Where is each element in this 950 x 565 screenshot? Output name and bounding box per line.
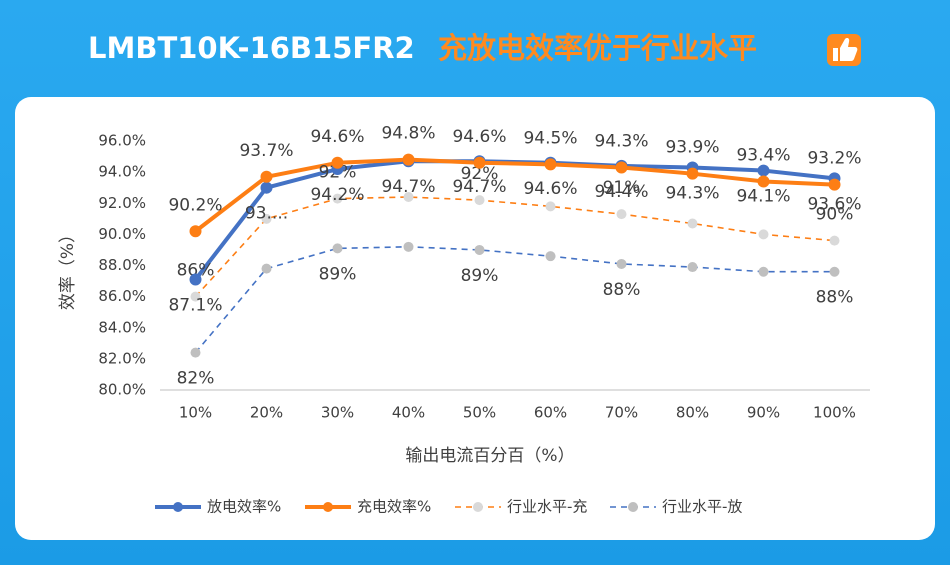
data-label: 94.4%	[594, 182, 648, 202]
marker	[261, 263, 272, 274]
data-label: 94.2%	[310, 185, 364, 205]
marker	[687, 218, 698, 229]
data-label: 94.5%	[523, 128, 577, 148]
x-axis-label: 输出电流百分百（%）	[405, 446, 574, 466]
data-label: 86%	[177, 261, 215, 281]
marker	[260, 181, 273, 194]
y-tick-label: 84.0%	[98, 318, 146, 336]
marker	[758, 266, 769, 277]
marker	[757, 175, 770, 188]
y-tick-label: 96.0%	[98, 132, 146, 150]
data-label: 94.6%	[452, 127, 506, 147]
marker	[687, 262, 698, 273]
marker	[828, 178, 841, 191]
data-label: 93....	[245, 204, 288, 224]
legend-marker	[628, 502, 638, 512]
data-label: 94.7%	[452, 177, 506, 197]
marker	[545, 251, 556, 262]
series-line	[194, 157, 835, 233]
chart-title-highlight: 充放电效率优于行业水平	[438, 31, 757, 65]
marker	[403, 241, 414, 252]
legend-label: 充电效率%	[357, 498, 431, 516]
data-label: 94.8%	[381, 124, 435, 144]
legend-marker	[473, 502, 483, 512]
y-tick-label: 80.0%	[98, 381, 146, 399]
legend-marker	[173, 502, 183, 512]
data-label: 93.2%	[807, 149, 861, 169]
data-label: 93.4%	[736, 145, 790, 165]
y-tick-label: 82.0%	[98, 349, 146, 367]
y-tick-label: 94.0%	[98, 163, 146, 181]
y-tick-label: 92.0%	[98, 194, 146, 212]
marker	[190, 347, 201, 358]
marker	[545, 201, 556, 212]
card	[15, 97, 935, 540]
data-label: 94.6%	[310, 127, 364, 147]
x-tick-label: 40%	[392, 404, 425, 422]
data-label: 94.1%	[736, 187, 790, 207]
x-tick-label: 30%	[321, 404, 354, 422]
data-label: 93.9%	[665, 138, 719, 158]
data-label: 90%	[816, 205, 854, 225]
x-tick-label: 50%	[463, 404, 496, 422]
data-label: 89%	[319, 264, 357, 284]
marker	[544, 158, 557, 171]
data-label: 94.3%	[665, 183, 719, 203]
x-tick-label: 100%	[813, 404, 856, 422]
data-label: 92%	[461, 164, 499, 184]
y-tick-label: 88.0%	[98, 256, 146, 274]
data-label: 89%	[461, 266, 499, 286]
marker	[331, 156, 344, 169]
marker	[189, 273, 202, 286]
marker	[190, 291, 201, 302]
legend-label: 行业水平-放	[662, 498, 742, 516]
marker	[474, 195, 485, 206]
marker	[260, 170, 273, 183]
data-label: 87.1%	[168, 296, 222, 316]
marker	[332, 193, 343, 204]
marker	[402, 153, 415, 166]
data-label: 94.6%	[523, 179, 577, 199]
x-tick-label: 10%	[179, 404, 212, 422]
x-tick-label: 80%	[676, 404, 709, 422]
marker	[261, 213, 272, 224]
marker	[473, 156, 486, 169]
thumb-icon	[827, 34, 861, 66]
marker	[757, 164, 770, 177]
x-tick-label: 90%	[747, 404, 780, 422]
x-tick-label: 20%	[250, 404, 283, 422]
y-axis-label: 效率（%）	[58, 226, 78, 310]
legend-label: 行业水平-充	[507, 498, 587, 516]
data-label: 91%	[603, 178, 641, 198]
marker	[189, 225, 202, 238]
data-label: 93.7%	[239, 141, 293, 161]
x-tick-label: 60%	[534, 404, 567, 422]
marker	[829, 235, 840, 246]
marker	[758, 229, 769, 240]
series-line	[194, 196, 835, 298]
marker	[332, 243, 343, 254]
data-label: 82%	[177, 369, 215, 389]
y-tick-label: 86.0%	[98, 287, 146, 305]
chart-title: LMBT10K-16B15FR2	[88, 31, 415, 65]
marker	[616, 209, 627, 220]
data-label: 94.7%	[381, 177, 435, 197]
marker	[615, 161, 628, 174]
legend-marker	[323, 502, 333, 512]
data-label: 88%	[816, 288, 854, 308]
data-label: 94.3%	[594, 131, 648, 151]
marker	[474, 244, 485, 255]
data-label: 93.6%	[807, 194, 861, 214]
marker	[686, 167, 699, 180]
series-line	[194, 246, 835, 354]
y-tick-label: 90.0%	[98, 225, 146, 243]
data-label: 90.2%	[168, 195, 222, 215]
marker	[829, 266, 840, 277]
legend-label: 放电效率%	[207, 498, 281, 516]
x-tick-label: 70%	[605, 404, 638, 422]
marker	[403, 192, 414, 203]
marker	[616, 258, 627, 269]
data-label: 88%	[603, 280, 641, 300]
